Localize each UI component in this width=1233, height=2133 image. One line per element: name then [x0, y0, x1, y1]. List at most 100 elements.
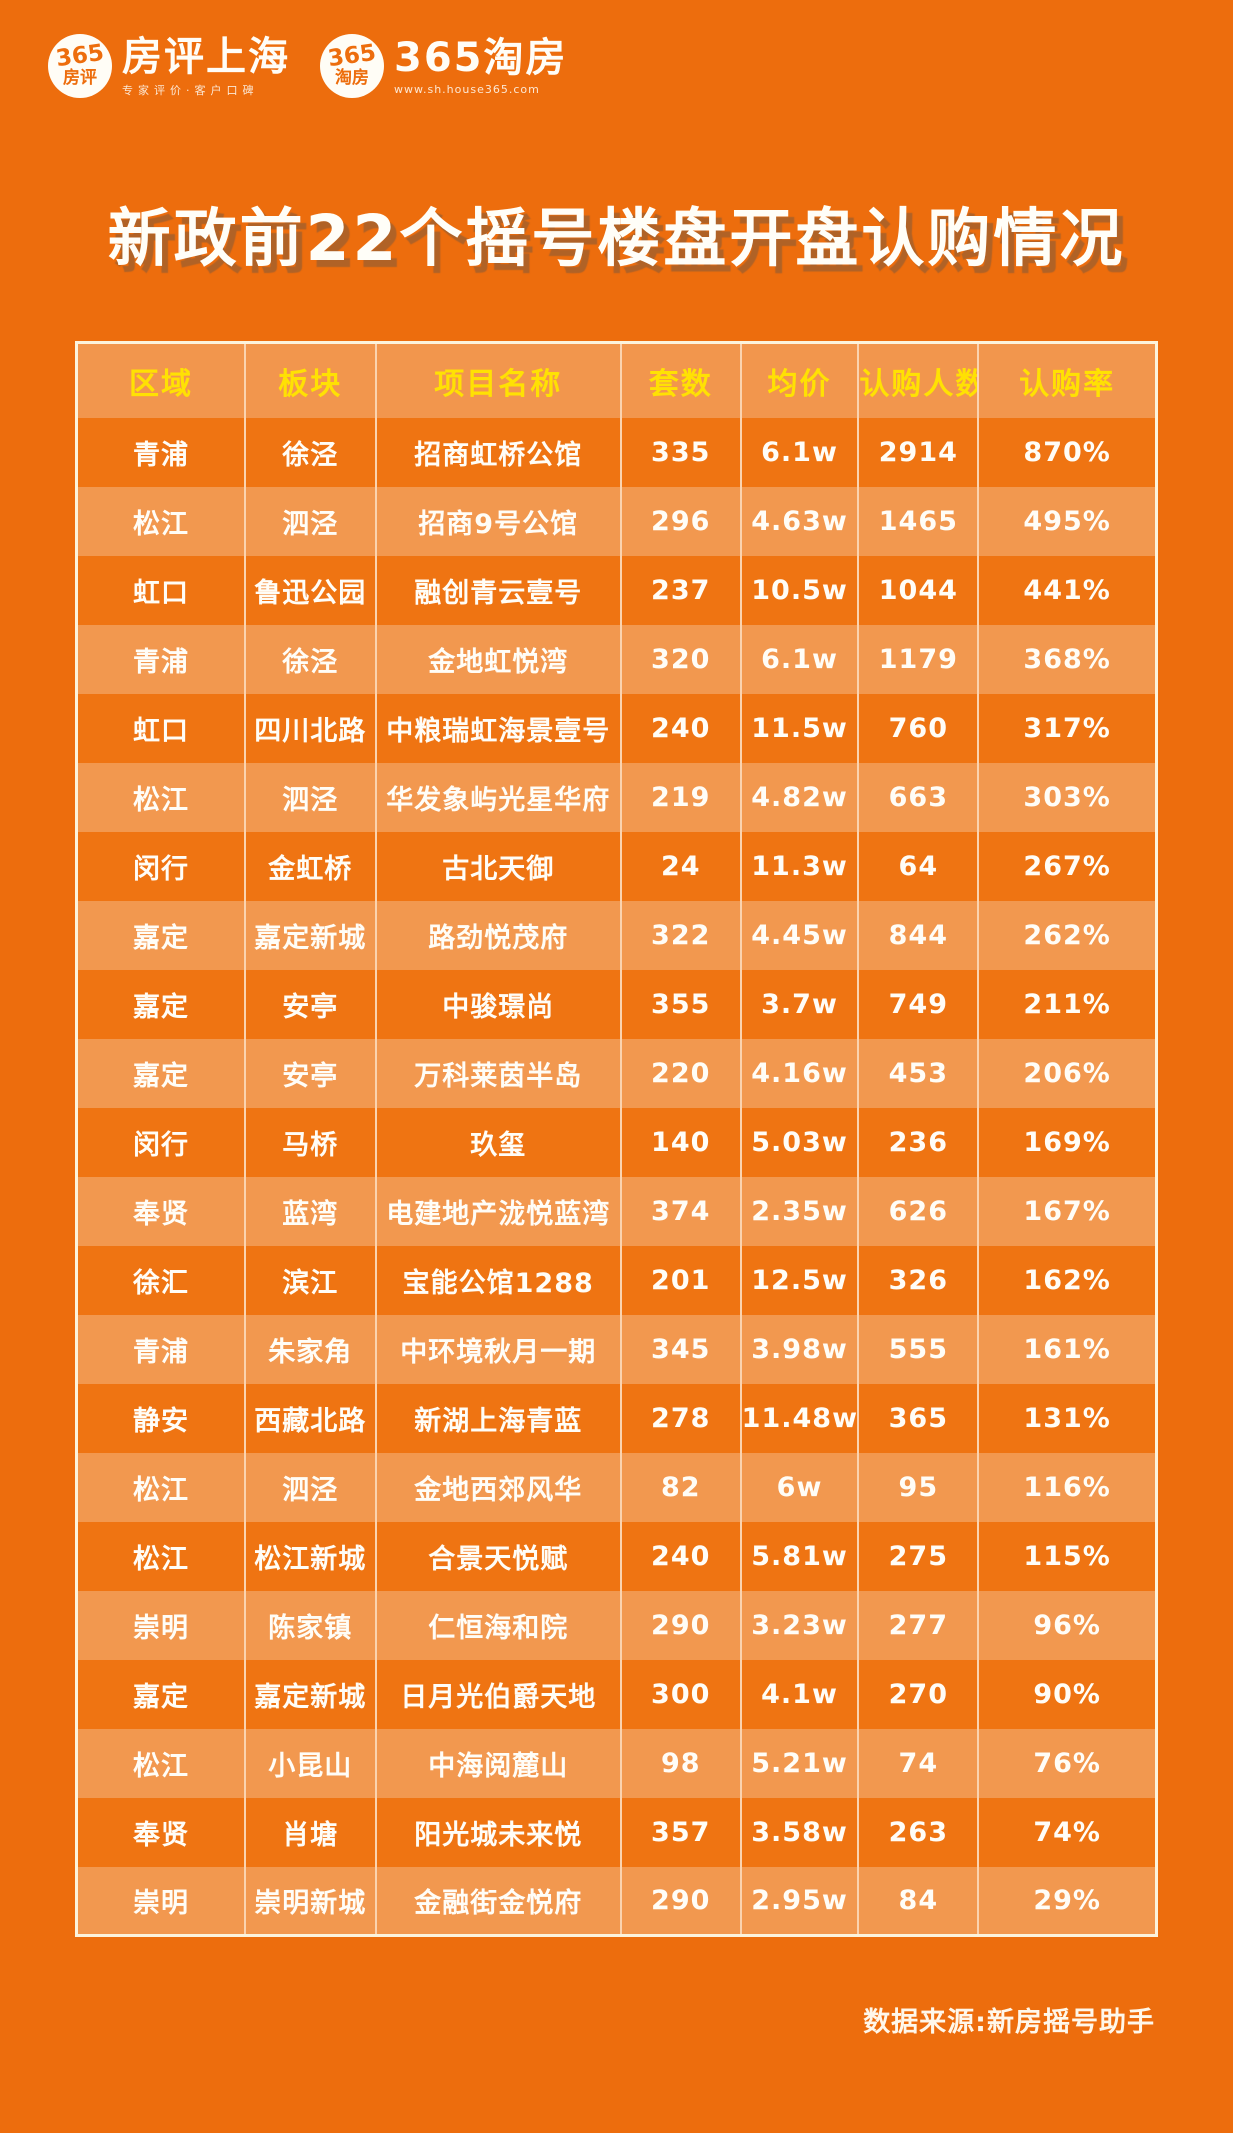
table-cell: 徐汇: [76, 1245, 246, 1315]
table-cell: 中骏璟尚: [375, 969, 622, 1039]
table-cell: 115%: [1023, 1540, 1111, 1572]
table-cell: 303%: [1023, 781, 1111, 813]
table-cell: 161%: [1023, 1333, 1111, 1365]
subscription-table: 区域 板块 项目名称 套数 均价 认购人数 认购率 青浦 徐泾 招商虹桥公馆 335 6.1w 291…: [75, 341, 1158, 1937]
table-cell: 嘉定: [76, 969, 246, 1039]
table-cell: 240: [620, 693, 742, 763]
table-cell: 阳光城未来悦: [375, 1797, 622, 1867]
table-cell: 虹口: [76, 555, 246, 625]
table-cell: 1179: [858, 624, 980, 694]
table-cell: 626: [858, 1176, 980, 1246]
table-cell: 277: [858, 1590, 980, 1660]
table-cell: 电建地产泷悦蓝湾: [375, 1176, 622, 1246]
table-row: 静安 西藏北路 新湖上海青蓝 278 11.48w 365 131%: [76, 1383, 1157, 1453]
table-cell: 松江: [76, 1728, 246, 1798]
table-cell: 290: [620, 1866, 742, 1936]
table-cell: 90%: [1033, 1678, 1101, 1710]
table-cell: 肖塘: [244, 1797, 377, 1867]
table-cell: 2.95w: [740, 1866, 860, 1936]
table-cell: 嘉定: [76, 1659, 246, 1729]
table-row: 青浦 徐泾 金地虹悦湾 320 6.1w 1179 368%: [76, 624, 1157, 694]
table-cell: 116%: [1023, 1471, 1111, 1503]
table-row: 崇明 崇明新城 金融街金悦府 290 2.95w 84 29%: [76, 1866, 1157, 1936]
data-source-note: 数据来源:新房摇号助手: [863, 2007, 1155, 2038]
table-cell: 5.81w: [740, 1521, 860, 1591]
table-cell: 220: [620, 1038, 742, 1108]
table-cell: 322: [620, 900, 742, 970]
table-row: 奉贤 肖塘 阳光城未来悦 357 3.58w 263 74%: [76, 1797, 1157, 1867]
table-cell: 167%: [1023, 1195, 1111, 1227]
table-cell: 131%: [1023, 1402, 1111, 1434]
table-cell: 355: [620, 969, 742, 1039]
table-cell: 泗泾: [244, 762, 377, 832]
table-cell: 82: [620, 1452, 742, 1522]
table-row: 松江 泗泾 金地西郊风华 82 6w 95 116%: [76, 1452, 1157, 1522]
table-cell: 206%: [1023, 1057, 1111, 1089]
table-cell: 嘉定新城: [244, 1659, 377, 1729]
table-cell: 760: [858, 693, 980, 763]
table-cell: 静安: [76, 1383, 246, 1453]
table-cell: 74%: [1033, 1816, 1101, 1848]
table-cell: 4.16w: [740, 1038, 860, 1108]
table-row: 闵行 马桥 玖玺 140 5.03w 236 169%: [76, 1107, 1157, 1177]
table-cell: 169%: [1023, 1126, 1111, 1158]
table-cell: 合景天悦赋: [375, 1521, 622, 1591]
table-cell: 237: [620, 555, 742, 625]
table-cell: 335: [620, 417, 742, 487]
table-row: 虹口 鲁迅公园 融创青云壹号 237 10.5w 1044 441%: [76, 555, 1157, 625]
table-cell: 滨江: [244, 1245, 377, 1315]
table-cell: 320: [620, 624, 742, 694]
table-cell: 3.58w: [740, 1797, 860, 1867]
table-cell: 3.98w: [740, 1314, 860, 1384]
table-row: 嘉定 安亭 中骏璟尚 355 3.7w 749 211%: [76, 969, 1157, 1039]
table-cell: 松江: [76, 486, 246, 556]
table-cell: 663: [858, 762, 980, 832]
table-cell: 10.5w: [740, 555, 860, 625]
table-cell: 441%: [1023, 574, 1111, 606]
table-row: 徐汇 滨江 宝能公馆1288 201 12.5w 326 162%: [76, 1245, 1157, 1315]
column-header: 板块: [244, 342, 377, 418]
table-cell: 275: [858, 1521, 980, 1591]
table-row: 嘉定 安亭 万科莱茵半岛 220 4.16w 453 206%: [76, 1038, 1157, 1108]
table-cell: 270: [858, 1659, 980, 1729]
table-cell: 74: [858, 1728, 980, 1798]
fangping-logo-icon-text: 房评: [63, 68, 97, 88]
table-cell: 453: [858, 1038, 980, 1108]
subscription-table-container: 区域 板块 项目名称 套数 均价 认购人数 认购率 青浦 徐泾 招商虹桥公馆 335 6.1w 291…: [75, 341, 1158, 1937]
table-cell: 201: [620, 1245, 742, 1315]
table-cell: 11.5w: [740, 693, 860, 763]
fangping-logo: 365 房评 房评上海 专家评价·客户口碑: [48, 34, 290, 98]
fangping-logo-subtitle: 专家评价·客户口碑: [122, 83, 259, 97]
table-cell: 1465: [858, 486, 980, 556]
table-cell: 374: [620, 1176, 742, 1246]
taofang-logo-url: www.sh.house365.com: [394, 83, 540, 96]
table-cell: 金融街金悦府: [375, 1866, 622, 1936]
taofang-logo-title: 365淘房: [394, 35, 568, 81]
table-cell: 陈家镇: [244, 1590, 377, 1660]
table-cell: 555: [858, 1314, 980, 1384]
table-cell: 玖玺: [375, 1107, 622, 1177]
table-cell: 松江: [76, 762, 246, 832]
table-cell: 263: [858, 1797, 980, 1867]
table-cell: 2914: [858, 417, 980, 487]
column-header: 区域: [76, 342, 246, 418]
table-cell: 4.82w: [740, 762, 860, 832]
table-cell: 金虹桥: [244, 831, 377, 901]
table-row: 闵行 金虹桥 古北天御 24 11.3w 64 267%: [76, 831, 1157, 901]
table-row: 奉贤 蓝湾 电建地产泷悦蓝湾 374 2.35w 626 167%: [76, 1176, 1157, 1246]
table-cell: 317%: [1023, 712, 1111, 744]
table-cell: 松江: [76, 1521, 246, 1591]
table-cell: 招商9号公馆: [375, 486, 622, 556]
table-cell: 24: [620, 831, 742, 901]
column-header: 套数: [620, 342, 742, 418]
table-row: 青浦 朱家角 中环境秋月一期 345 3.98w 555 161%: [76, 1314, 1157, 1384]
column-header: 均价: [740, 342, 860, 418]
table-header-row: 区域 板块 项目名称 套数 均价 认购人数 认购率: [76, 342, 1157, 418]
table-cell: 宝能公馆1288: [375, 1245, 622, 1315]
table-cell: 326: [858, 1245, 980, 1315]
table-cell: 鲁迅公园: [244, 555, 377, 625]
table-cell: 357: [620, 1797, 742, 1867]
table-cell: 新湖上海青蓝: [375, 1383, 622, 1453]
table-cell: 中环境秋月一期: [375, 1314, 622, 1384]
table-cell: 小昆山: [244, 1728, 377, 1798]
